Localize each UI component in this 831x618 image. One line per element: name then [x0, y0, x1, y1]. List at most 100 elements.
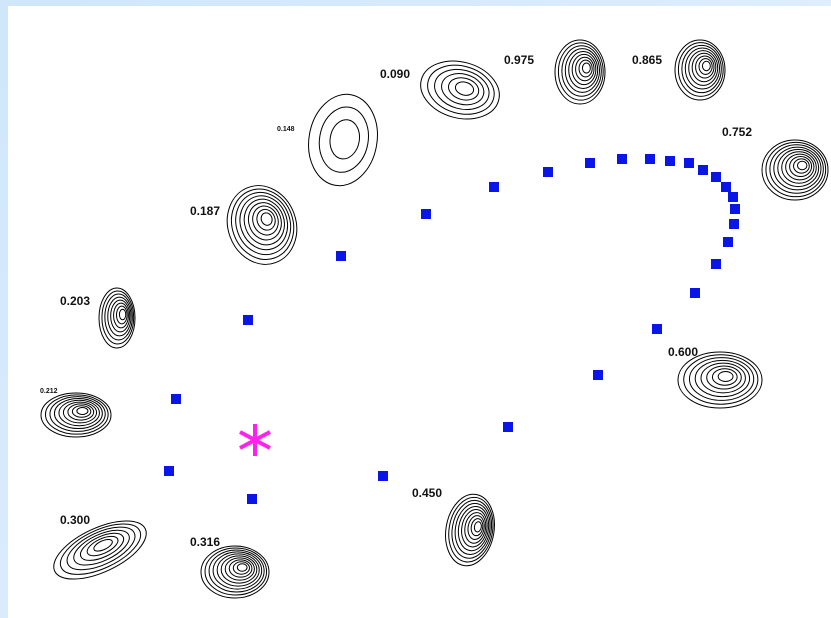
contour	[688, 50, 719, 86]
point	[652, 324, 662, 334]
contour	[701, 60, 711, 72]
contour	[454, 502, 491, 555]
contour	[789, 156, 813, 177]
contour	[247, 202, 282, 241]
point	[489, 182, 499, 192]
value-label: 0.600	[668, 345, 698, 359]
contour	[101, 290, 135, 345]
point	[593, 370, 603, 380]
contour	[761, 139, 829, 201]
contour	[107, 296, 132, 337]
point	[729, 219, 739, 229]
contour	[451, 499, 493, 559]
contour	[564, 48, 601, 93]
contour	[568, 50, 599, 90]
contour	[681, 44, 722, 94]
value-label: 0.316	[190, 535, 220, 549]
contour	[796, 160, 808, 171]
value-label: 0.212	[40, 388, 58, 395]
contour	[44, 394, 109, 435]
point	[728, 192, 738, 202]
contour	[230, 188, 295, 260]
contour	[677, 351, 763, 409]
contour	[40, 392, 112, 438]
contour	[706, 365, 742, 390]
contour	[557, 42, 604, 101]
contour	[49, 396, 106, 432]
contour	[98, 287, 136, 349]
contour	[86, 535, 119, 557]
value-label: 0.203	[60, 294, 90, 308]
labels: 0.865 0.975 0.090 0.148 0.752 0.187 0.203 0.212…	[40, 53, 752, 549]
contour	[53, 520, 147, 580]
contour	[684, 47, 721, 90]
point	[585, 158, 595, 168]
contour	[212, 551, 263, 590]
contour	[66, 526, 136, 571]
contour	[58, 399, 100, 427]
point	[684, 158, 694, 168]
contour	[698, 58, 713, 75]
point	[698, 165, 708, 175]
contour	[118, 308, 127, 321]
contour	[226, 185, 298, 265]
contour	[674, 39, 726, 101]
contour	[470, 518, 484, 537]
value-label: 0.187	[190, 204, 220, 218]
contour	[700, 362, 746, 394]
contour	[252, 205, 279, 236]
contour	[67, 403, 95, 421]
point	[543, 167, 553, 177]
contour	[208, 549, 265, 593]
point	[721, 182, 731, 192]
contour	[236, 563, 248, 572]
contour	[571, 53, 597, 86]
contour	[216, 553, 260, 587]
contour	[434, 68, 490, 110]
point	[171, 394, 181, 404]
contour	[575, 56, 595, 82]
contour	[457, 505, 490, 552]
contour	[711, 368, 738, 386]
contour	[71, 405, 92, 418]
contour	[691, 52, 717, 83]
contour	[454, 81, 475, 96]
contour	[717, 371, 734, 382]
value-label: 0.300	[60, 513, 90, 527]
center-asterisk	[239, 424, 271, 456]
contour	[53, 397, 103, 430]
contour	[467, 515, 485, 540]
panel	[8, 6, 831, 618]
point	[730, 204, 740, 214]
contour	[785, 153, 815, 181]
contour	[694, 359, 751, 398]
point	[723, 237, 733, 247]
contour	[781, 151, 817, 184]
point	[164, 466, 174, 476]
point	[665, 156, 675, 166]
point	[711, 259, 721, 269]
value-label: 0.975	[504, 53, 534, 67]
contour	[232, 561, 250, 575]
path-points	[164, 154, 740, 504]
value-label: 0.865	[632, 53, 662, 67]
contour	[73, 529, 130, 566]
contour	[104, 293, 133, 341]
contour	[473, 521, 482, 533]
contour	[62, 401, 98, 424]
contour	[329, 119, 361, 160]
point	[711, 172, 721, 182]
contour	[308, 93, 378, 187]
contour	[688, 357, 755, 401]
contour	[93, 538, 113, 552]
point	[503, 422, 513, 432]
contour	[445, 493, 495, 567]
contour	[683, 354, 759, 405]
contour	[235, 191, 292, 256]
contour	[318, 106, 369, 173]
contour	[243, 198, 285, 246]
contour	[464, 512, 487, 544]
value-label: 0.450	[412, 486, 442, 500]
